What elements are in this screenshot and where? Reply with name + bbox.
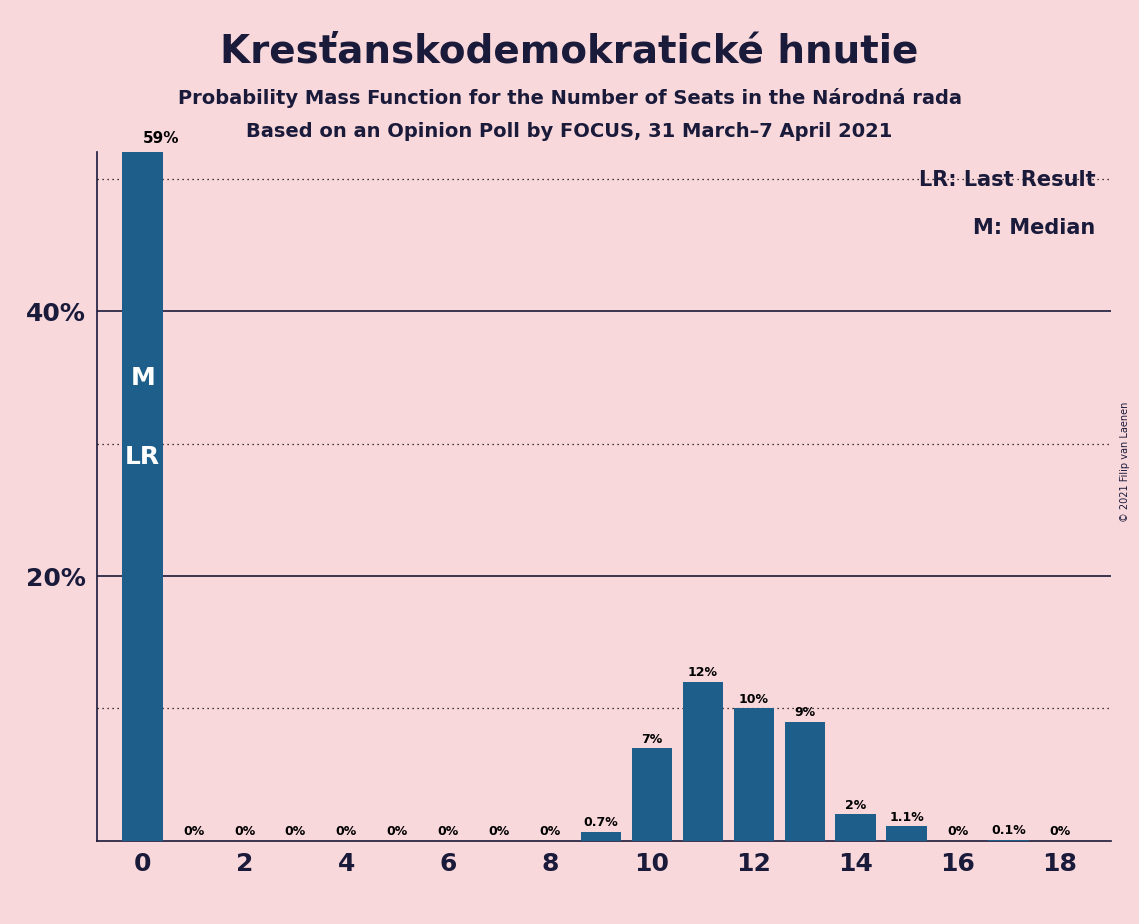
- Bar: [632, 748, 672, 841]
- Text: 0%: 0%: [285, 825, 306, 838]
- Text: 1.1%: 1.1%: [890, 810, 924, 823]
- Text: 9%: 9%: [794, 706, 816, 719]
- Text: 59%: 59%: [142, 131, 179, 146]
- Bar: [835, 814, 876, 841]
- Text: 10%: 10%: [739, 693, 769, 706]
- Text: Kresťanskodemokratické hnutie: Kresťanskodemokratické hnutie: [220, 32, 919, 70]
- Bar: [785, 722, 826, 841]
- Text: 0%: 0%: [233, 825, 255, 838]
- Text: Based on an Opinion Poll by FOCUS, 31 March–7 April 2021: Based on an Opinion Poll by FOCUS, 31 Ma…: [246, 122, 893, 141]
- Text: 0.1%: 0.1%: [991, 824, 1026, 837]
- Text: Probability Mass Function for the Number of Seats in the Národná rada: Probability Mass Function for the Number…: [178, 88, 961, 108]
- Text: 12%: 12%: [688, 666, 718, 679]
- Text: 0%: 0%: [437, 825, 459, 838]
- Bar: [886, 826, 927, 841]
- Text: © 2021 Filip van Laenen: © 2021 Filip van Laenen: [1120, 402, 1130, 522]
- Text: LR: LR: [125, 445, 161, 469]
- Text: M: Median: M: Median: [973, 218, 1096, 237]
- Text: 0%: 0%: [387, 825, 408, 838]
- Text: 0%: 0%: [948, 825, 968, 838]
- Bar: [989, 840, 1029, 841]
- Text: 0%: 0%: [336, 825, 357, 838]
- Bar: [122, 60, 163, 841]
- Text: 0%: 0%: [1049, 825, 1071, 838]
- Bar: [581, 832, 622, 841]
- Bar: [682, 682, 723, 841]
- Text: 0%: 0%: [540, 825, 560, 838]
- Bar: [734, 709, 775, 841]
- Text: LR: Last Result: LR: Last Result: [919, 170, 1096, 189]
- Text: M: M: [130, 366, 155, 390]
- Text: 0%: 0%: [183, 825, 204, 838]
- Text: 0.7%: 0.7%: [584, 816, 618, 829]
- Text: 0%: 0%: [489, 825, 510, 838]
- Text: 7%: 7%: [641, 733, 663, 746]
- Text: 2%: 2%: [845, 798, 867, 811]
